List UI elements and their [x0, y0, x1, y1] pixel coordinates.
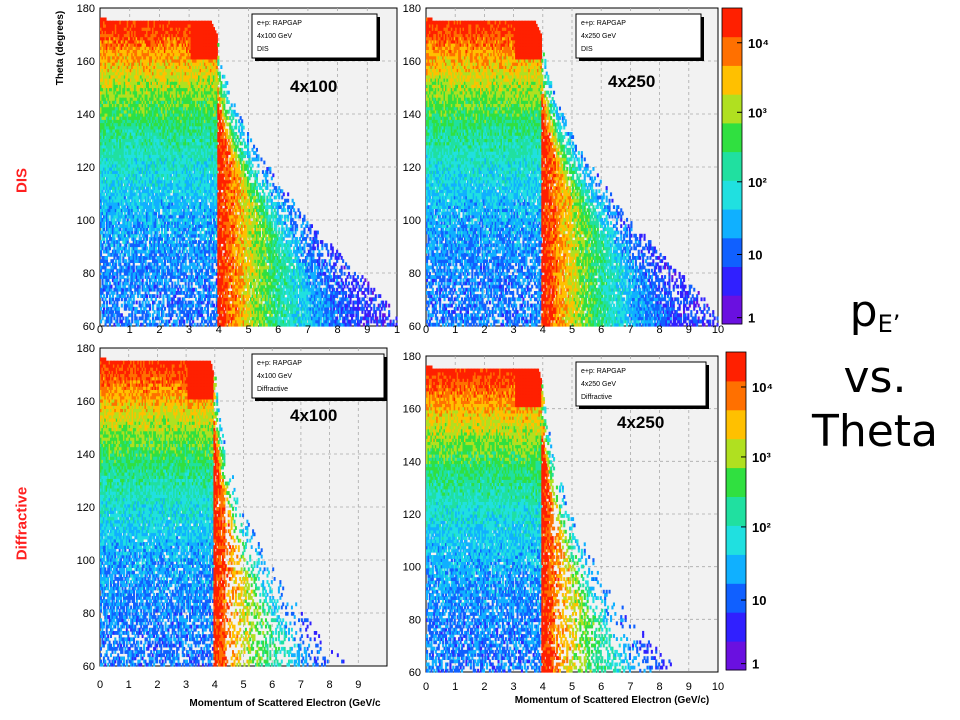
heatmap-cell [106, 301, 108, 305]
heatmap-cell [121, 304, 123, 308]
heatmap-cell [122, 317, 124, 321]
heatmap-cell [136, 301, 138, 305]
heatmap-cell [118, 307, 120, 311]
heatmap-cell [110, 285, 112, 289]
